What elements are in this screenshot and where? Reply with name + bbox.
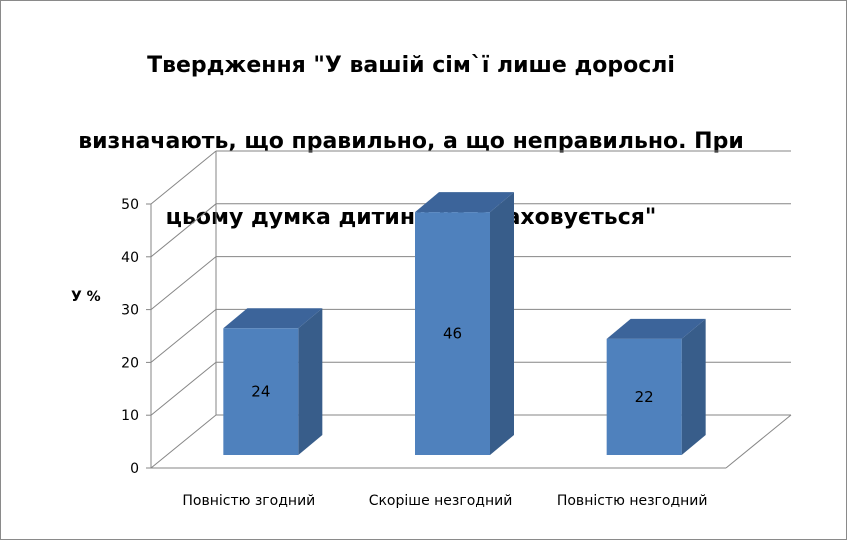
floor-right-edge: [725, 414, 792, 469]
gridline-side: [150, 414, 217, 469]
y-tick-label: 0: [130, 461, 139, 477]
bar-side: [681, 318, 706, 455]
chart-title-line: визначають, що правильно, а що неправиль…: [78, 129, 744, 154]
gridline-side: [150, 150, 217, 205]
y-tick-label: 50: [121, 197, 139, 213]
bar-side: [298, 308, 323, 455]
bar: [415, 212, 490, 455]
gridline-side: [150, 361, 217, 416]
bar-top: [606, 318, 706, 339]
category-label: Повністю незгодний: [557, 493, 708, 509]
data-label: 46: [443, 325, 462, 343]
bar-top: [415, 192, 514, 213]
data-label: 22: [635, 388, 654, 406]
bar-side: [490, 192, 514, 455]
y-tick-label: 10: [121, 408, 139, 424]
gridline-side: [150, 203, 217, 258]
data-label: 24: [251, 383, 270, 401]
bar-top: [223, 308, 323, 329]
chart-title-line: Твердження "У вашій сім`ї лише дорослі: [147, 53, 675, 78]
bar: [606, 338, 682, 455]
y-tick-label: 30: [121, 303, 139, 319]
category-label: Повністю згодний: [182, 493, 315, 509]
bar: [223, 328, 299, 455]
gridline-side: [150, 309, 217, 363]
y-axis-title: У %: [71, 289, 101, 305]
gridline-side: [150, 256, 217, 310]
y-tick-label: 40: [121, 250, 139, 266]
category-label: Скоріше незгодний: [369, 493, 513, 509]
y-tick-label: 20: [121, 355, 139, 371]
